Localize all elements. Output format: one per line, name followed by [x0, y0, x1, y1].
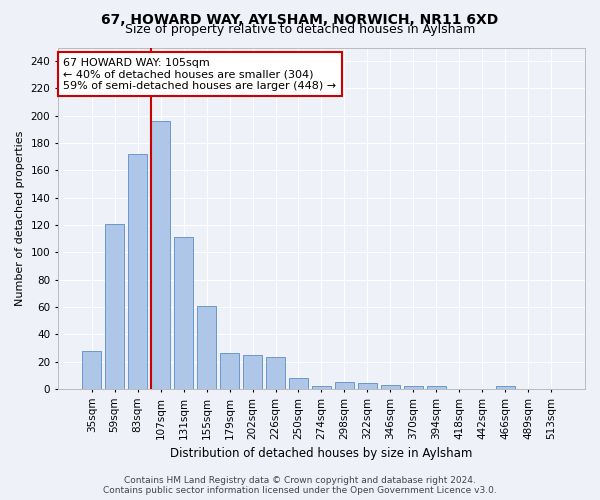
Text: 67 HOWARD WAY: 105sqm
← 40% of detached houses are smaller (304)
59% of semi-det: 67 HOWARD WAY: 105sqm ← 40% of detached …: [63, 58, 337, 91]
Bar: [151, 121, 170, 389]
Text: Contains HM Land Registry data © Crown copyright and database right 2024.
Contai: Contains HM Land Registry data © Crown c…: [103, 476, 497, 495]
Bar: [197, 306, 217, 389]
Bar: [220, 354, 239, 389]
Bar: [243, 355, 262, 389]
Bar: [358, 384, 377, 389]
Text: Size of property relative to detached houses in Aylsham: Size of property relative to detached ho…: [125, 22, 475, 36]
Text: 67, HOWARD WAY, AYLSHAM, NORWICH, NR11 6XD: 67, HOWARD WAY, AYLSHAM, NORWICH, NR11 6…: [101, 12, 499, 26]
Bar: [128, 154, 148, 389]
X-axis label: Distribution of detached houses by size in Aylsham: Distribution of detached houses by size …: [170, 447, 473, 460]
Bar: [266, 358, 285, 389]
Y-axis label: Number of detached properties: Number of detached properties: [15, 130, 25, 306]
Bar: [174, 238, 193, 389]
Bar: [404, 386, 423, 389]
Bar: [380, 385, 400, 389]
Bar: [496, 386, 515, 389]
Bar: [312, 386, 331, 389]
Bar: [335, 382, 354, 389]
Bar: [82, 350, 101, 389]
Bar: [105, 224, 124, 389]
Bar: [289, 378, 308, 389]
Bar: [427, 386, 446, 389]
